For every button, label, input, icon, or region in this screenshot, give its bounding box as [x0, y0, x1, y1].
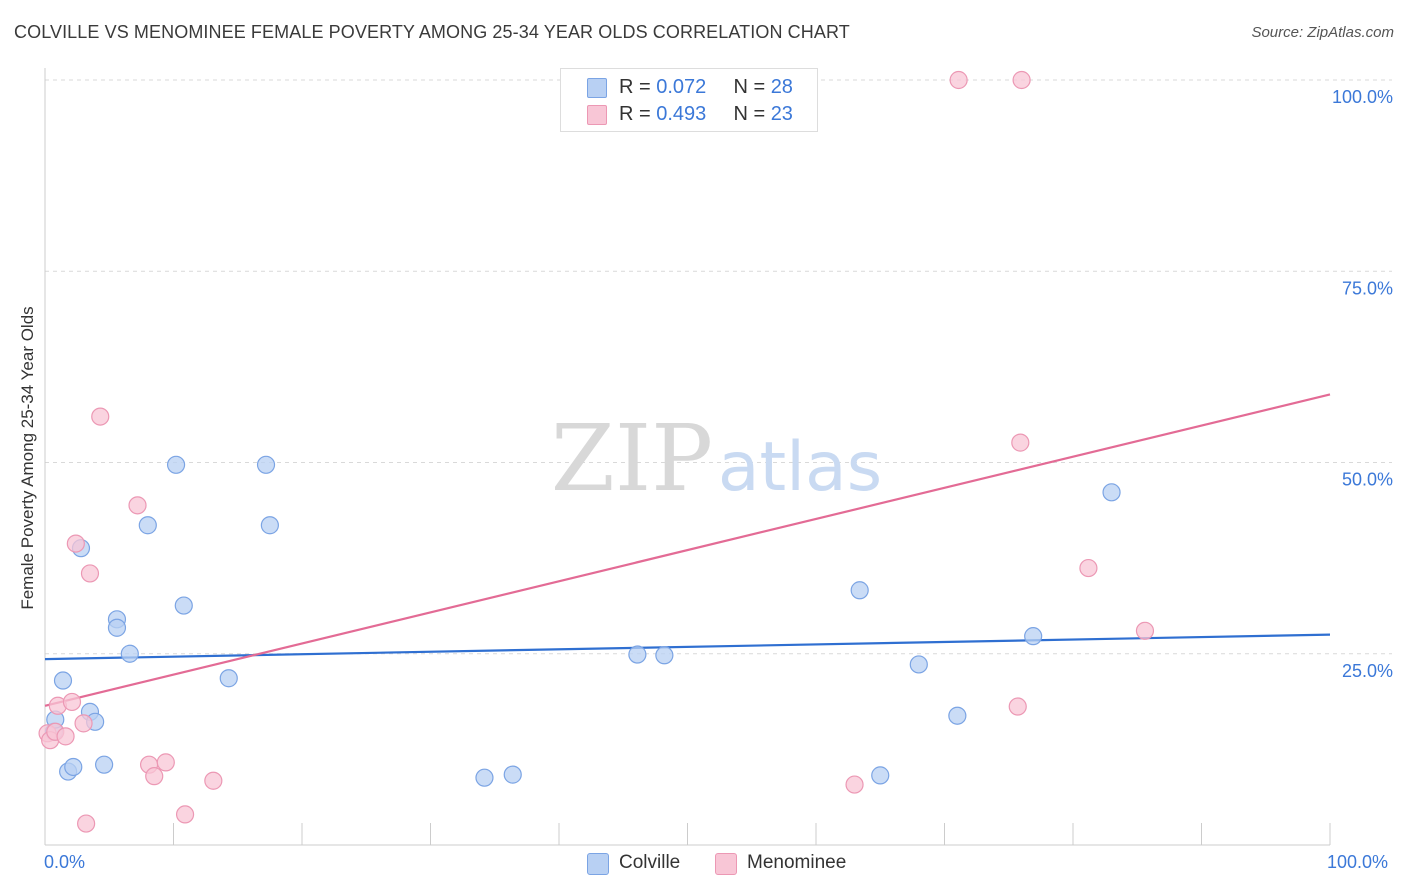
watermark: ZIP atlas: [551, 405, 882, 512]
colville-point: [909, 655, 928, 674]
axes: [44, 68, 1331, 846]
y-tick-label: 75.0%: [1342, 278, 1393, 298]
colville-point: [948, 706, 967, 725]
x-tick-label-max: 100.0%: [1327, 852, 1389, 872]
trendlines: [44, 393, 1331, 707]
colville-point: [503, 765, 522, 784]
colville-point: [256, 455, 276, 474]
menominee-point: [91, 407, 110, 426]
legend-n-label: N =: [733, 76, 771, 98]
menominee-point: [74, 714, 93, 733]
source-label: Source: ZipAtlas.com: [1251, 24, 1394, 41]
menominee-point: [1012, 70, 1031, 90]
colville-point: [1102, 483, 1121, 502]
gridlines: [45, 79, 1392, 655]
legend-r-value: 0.072: [656, 76, 707, 98]
colville-trendline: [44, 633, 1331, 661]
x-tick-label-min: 0.0%: [44, 852, 86, 872]
colville-point: [475, 768, 494, 787]
menominee-point: [845, 775, 864, 794]
menominee-legend-label: Menominee: [747, 852, 847, 873]
colville-point: [120, 644, 139, 663]
y-tick-labels: 25.0% 50.0% 75.0% 100.0%: [1332, 87, 1393, 681]
colville-point: [174, 596, 193, 615]
menominee-point: [62, 692, 82, 712]
legend-n-value: 28: [770, 76, 793, 98]
colville-point: [64, 757, 83, 777]
colville-legend-swatch: [587, 853, 609, 875]
menominee-point: [1135, 621, 1155, 640]
colville-point: [1024, 627, 1043, 646]
legend-r-label: R =: [619, 103, 657, 125]
data-points: [38, 70, 1155, 833]
menominee-legend-swatch: [715, 853, 737, 875]
colville-swatch: [587, 78, 607, 98]
menominee-point: [949, 70, 968, 90]
menominee-point: [56, 727, 75, 746]
colville-point: [95, 755, 114, 774]
colville-point: [138, 516, 157, 535]
watermark-atlas: atlas: [718, 428, 882, 507]
colville-legend-label: Colville: [619, 852, 681, 873]
watermark-zip: ZIP: [551, 405, 713, 512]
menominee-swatch: [587, 105, 607, 125]
legend-r-value: 0.493: [656, 103, 707, 125]
menominee-point: [1008, 697, 1027, 716]
colville-point: [260, 516, 279, 535]
menominee-point: [156, 753, 175, 772]
menominee-point: [175, 805, 195, 824]
colville-point: [628, 645, 647, 664]
chart-title: COLVILLE VS MENOMINEE FEMALE POVERTY AMO…: [14, 22, 850, 42]
y-tick-label: 100.0%: [1332, 87, 1393, 107]
menominee-point: [66, 534, 85, 553]
colville-point: [850, 581, 869, 600]
menominee-trendline: [44, 393, 1331, 707]
colville-point: [53, 671, 73, 690]
legend-n-value: 23: [770, 103, 793, 125]
legend-n-label: N =: [733, 103, 771, 125]
menominee-point: [1011, 433, 1030, 452]
colville-point: [219, 669, 238, 688]
y-tick-label: 25.0%: [1342, 661, 1393, 681]
y-tick-label: 50.0%: [1342, 470, 1393, 490]
correlation-legend: R = 0.072 N = 28 R = 0.493 N = 23: [560, 68, 818, 132]
legend-r-label: R =: [619, 76, 657, 98]
menominee-point: [80, 564, 100, 583]
colville-point: [871, 766, 890, 785]
menominee-point: [128, 496, 147, 515]
colville-point: [166, 455, 186, 474]
menominee-point: [1079, 558, 1098, 578]
colville-point: [107, 618, 127, 637]
menominee-point: [145, 767, 164, 786]
menominee-point: [77, 814, 96, 833]
menominee-point: [204, 771, 223, 790]
colville-point: [655, 646, 674, 665]
